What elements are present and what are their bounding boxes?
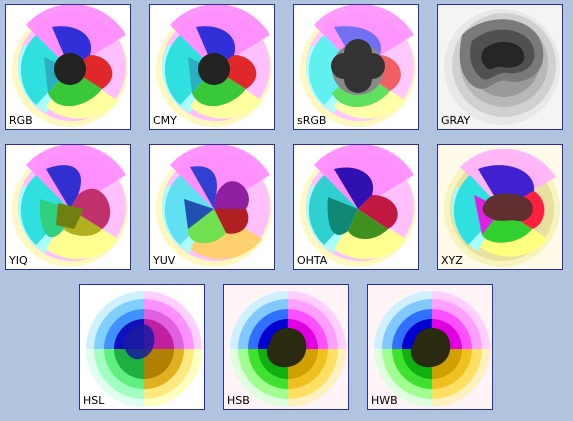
hwb-colorspace-image	[374, 291, 490, 407]
rgb-colorspace-image	[12, 5, 128, 127]
colorspace-tile-srgb: sRGB	[293, 4, 419, 130]
colorspace-tile-gray: GRAY	[437, 4, 563, 130]
colorspace-tile-yuv: YUV	[149, 144, 275, 270]
colorspace-label: CMY	[153, 114, 177, 127]
colorspace-tile-ohta: OHTA	[293, 144, 419, 270]
colorspace-label: OHTA	[297, 254, 328, 267]
colorspace-tile-rgb: RGB	[5, 4, 131, 130]
yiq-colorspace-image	[12, 145, 128, 267]
ohta-colorspace-image	[300, 145, 416, 267]
colorspace-tile-cmy: CMY	[149, 4, 275, 130]
xyz-colorspace-image	[444, 148, 560, 267]
colorspace-tile-hsb: HSB	[223, 284, 349, 410]
colorspace-label: GRAY	[441, 114, 471, 127]
yuv-colorspace-image	[156, 145, 272, 267]
colorspace-label: YIQ	[9, 254, 28, 267]
colorspace-label: HWB	[371, 394, 398, 407]
colorspace-tile-hsl: HSL	[79, 284, 205, 410]
colorspace-tile-hwb: HWB	[367, 284, 493, 410]
srgb-colorspace-image	[300, 5, 416, 127]
hsb-colorspace-image	[230, 291, 346, 407]
colorspace-tile-xyz: XYZ	[437, 144, 563, 270]
colorspace-label: sRGB	[297, 114, 327, 127]
hsl-colorspace-image	[86, 291, 202, 407]
cmy-colorspace-image	[156, 5, 272, 127]
colorspace-label: YUV	[153, 254, 176, 267]
colorspace-label: XYZ	[441, 254, 463, 267]
colorspace-label: RGB	[9, 114, 33, 127]
gray-colorspace-image	[444, 9, 560, 125]
colorspace-label: HSL	[83, 394, 105, 407]
colorspace-label: HSB	[227, 394, 250, 407]
colorspace-tile-yiq: YIQ	[5, 144, 131, 270]
